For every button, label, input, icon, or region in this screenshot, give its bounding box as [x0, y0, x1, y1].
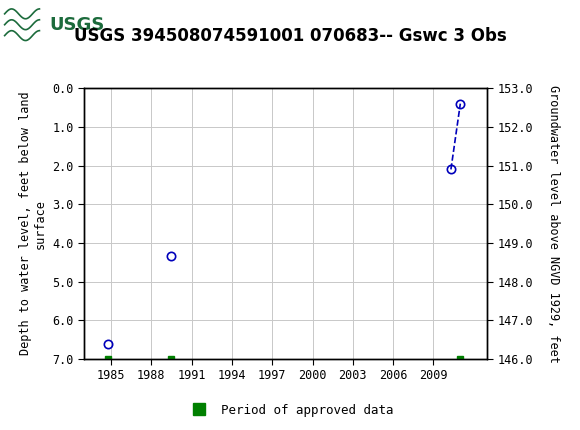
Y-axis label: Groundwater level above NGVD 1929, feet: Groundwater level above NGVD 1929, feet: [547, 85, 560, 362]
Legend: Period of approved data: Period of approved data: [181, 399, 399, 421]
Text: USGS: USGS: [49, 16, 104, 34]
Text: USGS 394508074591001 070683-- Gswc 3 Obs: USGS 394508074591001 070683-- Gswc 3 Obs: [74, 27, 506, 45]
Y-axis label: Depth to water level, feet below land
surface: Depth to water level, feet below land su…: [19, 92, 47, 356]
FancyBboxPatch shape: [3, 4, 78, 46]
